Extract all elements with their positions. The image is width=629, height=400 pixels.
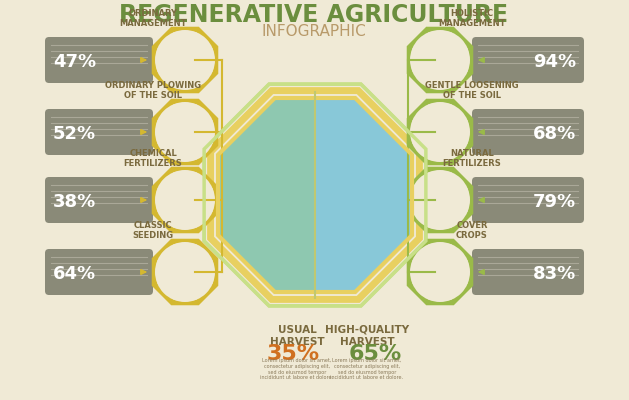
Text: ORDINARY
MANAGEMENT: ORDINARY MANAGEMENT [120,9,187,28]
Text: 35%: 35% [267,344,320,364]
Text: CLASSIC
SEEDING: CLASSIC SEEDING [133,221,174,240]
Text: Lorem ipsum dolor sit amet,
consectetur adipiscing elit,
sed do eiusmod tempor
i: Lorem ipsum dolor sit amet, consectetur … [260,358,333,380]
Polygon shape [409,30,470,90]
Text: CHEMICAL
FERTILIZERS: CHEMICAL FERTILIZERS [124,148,182,168]
Circle shape [410,170,470,230]
FancyBboxPatch shape [45,37,153,83]
Text: 47%: 47% [53,53,96,71]
Polygon shape [409,102,470,162]
Polygon shape [155,102,216,162]
Polygon shape [409,170,470,230]
Polygon shape [155,242,216,302]
FancyBboxPatch shape [472,249,584,295]
Circle shape [155,102,215,162]
Text: REGENERATIVE AGRICULTURE: REGENERATIVE AGRICULTURE [120,3,509,27]
Text: 52%: 52% [53,125,96,143]
Text: 94%: 94% [533,53,576,71]
Text: COVER
CROPS: COVER CROPS [456,221,488,240]
Circle shape [410,102,470,162]
FancyBboxPatch shape [45,109,153,155]
Text: INFOGRAPHIC: INFOGRAPHIC [262,24,366,39]
Text: 64%: 64% [53,265,96,283]
FancyBboxPatch shape [472,109,584,155]
Circle shape [155,30,215,90]
Text: 83%: 83% [533,265,576,283]
Text: NATURAL
FERTILIZERS: NATURAL FERTILIZERS [443,148,501,168]
Polygon shape [409,242,470,302]
Text: ORDINARY PLOWING
OF THE SOIL: ORDINARY PLOWING OF THE SOIL [105,81,201,100]
Polygon shape [155,30,216,90]
FancyBboxPatch shape [45,177,153,223]
Polygon shape [218,98,315,292]
Text: 79%: 79% [533,193,576,211]
Text: 38%: 38% [53,193,96,211]
Circle shape [410,242,470,302]
Polygon shape [155,170,216,230]
Circle shape [155,242,215,302]
Text: 68%: 68% [533,125,576,143]
Circle shape [155,170,215,230]
FancyBboxPatch shape [45,249,153,295]
FancyBboxPatch shape [472,37,584,83]
Text: USUAL
HARVEST: USUAL HARVEST [270,325,325,346]
Circle shape [410,30,470,90]
Text: HOLISTIC
MANAGEMENT: HOLISTIC MANAGEMENT [438,9,506,28]
FancyBboxPatch shape [472,177,584,223]
Polygon shape [218,98,412,292]
Text: GENTLE LOOSENING
OF THE SOIL: GENTLE LOOSENING OF THE SOIL [425,81,519,100]
Text: HIGH-QUALITY
HARVEST: HIGH-QUALITY HARVEST [325,325,409,346]
Text: 65%: 65% [348,344,402,364]
Polygon shape [204,84,426,306]
Text: Lorem ipsum dolor sit amet,
consectetur adipiscing elit,
sed do eiusmod tempor
i: Lorem ipsum dolor sit amet, consectetur … [330,358,403,380]
